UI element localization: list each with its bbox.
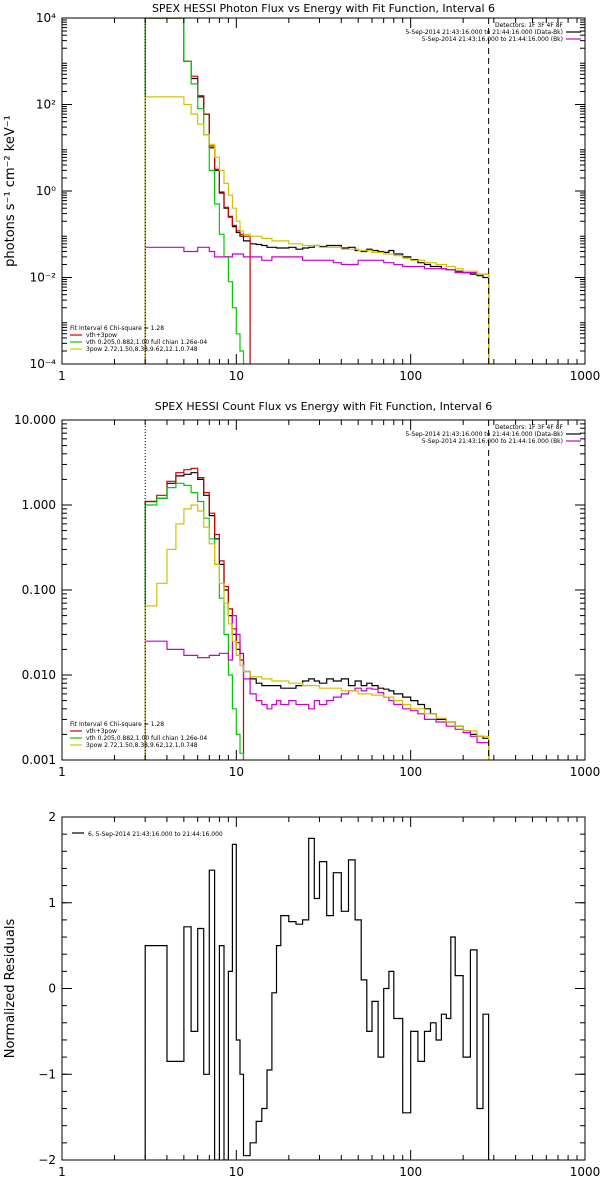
y-tick-label: 10⁴ [36,11,56,25]
x-tick-label: 1 [58,765,66,779]
y-tick-label: 0 [48,982,56,996]
fit-legend-text: vth 0.205,0.882,1.00 full chian 1.26e-04 [86,735,207,742]
plot-frame [61,17,586,365]
x-tick-label: 1 [58,1165,66,1179]
chart-count: SPEX HESSI Count Flux vs Energy with Fit… [14,400,600,779]
y-tick-label: 2 [48,810,56,824]
y-tick-label: 10⁻² [30,271,57,285]
legend-entry-text: 5-Sep-2014 21:43:16.000 to 21:44:16.000 … [405,29,563,36]
chart-resid: 1 10 100 1000 −2 −1 0 1 2 Normalized Residuals 6, … [3,810,600,1179]
fit-legend-text: 3pow 2.72,1.50,8.38,9.62,12.1,0.748 [86,742,198,749]
y-tick-label: 0.100 [22,583,56,597]
x-tick-label: 100 [399,1165,422,1179]
series-line-1 [144,467,245,760]
y-tick-label: 10.000 [14,413,56,427]
series-line-3 [144,246,490,364]
y-tick-label: 10² [36,98,56,112]
chart-title: SPEX HESSI Photon Flux vs Energy with Fi… [152,2,495,15]
y-tick-label: −2 [38,1153,56,1167]
x-tick-label: 1000 [570,1165,600,1179]
y-tick-label: 10⁰ [36,184,56,198]
y-tick-label: 10⁻⁴ [30,357,57,371]
series-line-2 [144,18,251,364]
series-line-3 [144,615,490,760]
y-tick-label: 0.010 [22,668,56,682]
x-tick-label: 10 [229,765,244,779]
series-group [144,467,490,760]
y-tick-label: 0.001 [22,753,56,767]
legend-entry-text: 6, 5-Sep-2014 21:43:16.000 to 21:44:16.0… [88,831,223,838]
series-line-0 [144,472,490,760]
x-tick-label: 1000 [570,765,600,779]
series-line-4 [144,504,490,760]
x-tick-label: 100 [399,369,422,383]
series-line-0 [144,837,490,1160]
x-tick-label: 10 [229,369,244,383]
x-tick-label: 1000 [570,369,600,383]
fit-legend-header: Fit Interval 6 Chi-square = 1.28 [70,325,164,332]
fit-legend-text: vth+3pow [86,332,117,339]
legend-entry-text: 5-Sep-2014 21:43:16.000 to 21:44:16.000 … [422,36,563,43]
plot-frame [61,419,586,761]
x-tick-label: 10 [229,1165,244,1179]
legend-entry-text: 5-Sep-2014 21:43:16.000 to 21:44:16.000 … [405,431,563,438]
x-tick-label: 1 [58,369,66,383]
legend-header: Detectors: 1F 3F 4F 8F [495,22,564,29]
series-group [144,837,490,1160]
fit-legend-header: Fit Interval 6 Chi-square = 1.28 [70,721,164,728]
fit-legend-text: vth+3pow [86,728,117,735]
series-line-0 [144,18,490,364]
legend-entry-text: 5-Sep-2014 21:43:16.000 to 21:44:16.000 … [422,438,563,445]
chart-title: SPEX HESSI Count Flux vs Energy with Fit… [155,400,492,413]
plot-frame [61,816,586,1161]
series-group [144,18,490,364]
legend-header: Detectors: 1F 3F 4F 8F [495,424,564,431]
y-axis-label: photons s⁻¹ cm⁻² keV⁻¹ [3,115,18,267]
fit-legend-text: vth 0.205,0.882,1.00 full chian 1.26e-04 [86,339,207,346]
series-line-1 [144,18,251,364]
fit-legend-text: 3pow 2.72,1.50,8.38,9.62,12.1,0.748 [86,346,198,353]
y-tick-label: 1.000 [22,498,56,512]
y-tick-label: 1 [48,896,56,910]
chart-photon: SPEX HESSI Photon Flux vs Energy with Fi… [3,2,600,383]
series-line-4 [144,96,490,364]
y-tick-label: −1 [38,1067,56,1081]
x-tick-label: 100 [399,765,422,779]
y-axis-label: Normalized Residuals [3,919,18,1059]
